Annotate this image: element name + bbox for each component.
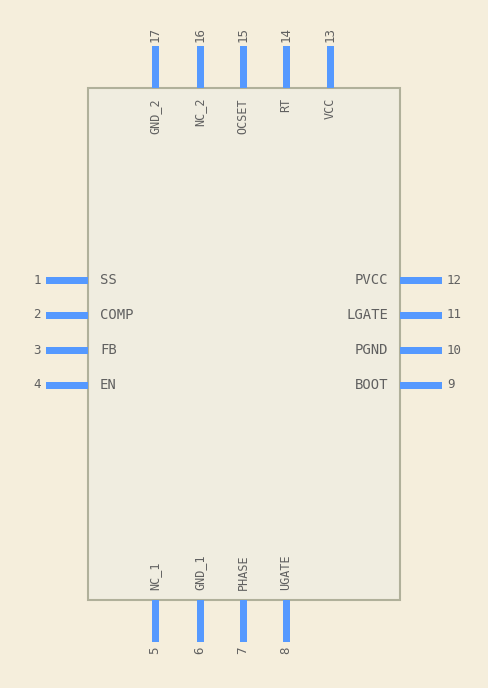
Text: EN: EN <box>100 378 117 392</box>
Text: LGATE: LGATE <box>346 308 388 322</box>
Text: 13: 13 <box>324 27 337 42</box>
Text: SS: SS <box>100 273 117 287</box>
Bar <box>46 312 88 319</box>
Text: 16: 16 <box>194 27 206 42</box>
Text: 2: 2 <box>34 308 41 321</box>
Text: 11: 11 <box>447 308 462 321</box>
Text: 14: 14 <box>280 27 292 42</box>
Text: 7: 7 <box>237 646 249 654</box>
Bar <box>151 600 159 642</box>
Text: 12: 12 <box>447 274 462 286</box>
Text: 9: 9 <box>447 378 454 391</box>
Text: 4: 4 <box>34 378 41 391</box>
Text: PGND: PGND <box>354 343 388 357</box>
Text: GND_2: GND_2 <box>148 98 162 133</box>
Text: FB: FB <box>100 343 117 357</box>
Text: 5: 5 <box>148 646 162 654</box>
Text: VCC: VCC <box>324 98 337 120</box>
Bar <box>46 382 88 389</box>
Bar <box>400 382 442 389</box>
Text: 10: 10 <box>447 343 462 356</box>
Bar <box>400 347 442 354</box>
Text: NC_2: NC_2 <box>194 98 206 127</box>
Text: UGATE: UGATE <box>280 555 292 590</box>
Text: PVCC: PVCC <box>354 273 388 287</box>
Text: NC_1: NC_1 <box>148 561 162 590</box>
Bar <box>88 88 400 600</box>
Bar <box>151 46 159 88</box>
Bar <box>240 600 246 642</box>
Bar <box>197 46 203 88</box>
Text: 8: 8 <box>280 646 292 654</box>
Bar <box>46 277 88 283</box>
Bar <box>197 600 203 642</box>
Bar <box>400 277 442 283</box>
Text: RT: RT <box>280 98 292 112</box>
Text: COMP: COMP <box>100 308 134 322</box>
Text: 3: 3 <box>34 343 41 356</box>
Bar <box>283 600 289 642</box>
Text: 15: 15 <box>237 27 249 42</box>
Text: BOOT: BOOT <box>354 378 388 392</box>
Text: PHASE: PHASE <box>237 555 249 590</box>
Text: 6: 6 <box>194 646 206 654</box>
Bar <box>283 46 289 88</box>
Text: OCSET: OCSET <box>237 98 249 133</box>
Bar <box>46 347 88 354</box>
Bar <box>326 46 333 88</box>
Text: 17: 17 <box>148 27 162 42</box>
Text: 1: 1 <box>34 274 41 286</box>
Bar <box>240 46 246 88</box>
Text: GND_1: GND_1 <box>194 555 206 590</box>
Bar <box>400 312 442 319</box>
